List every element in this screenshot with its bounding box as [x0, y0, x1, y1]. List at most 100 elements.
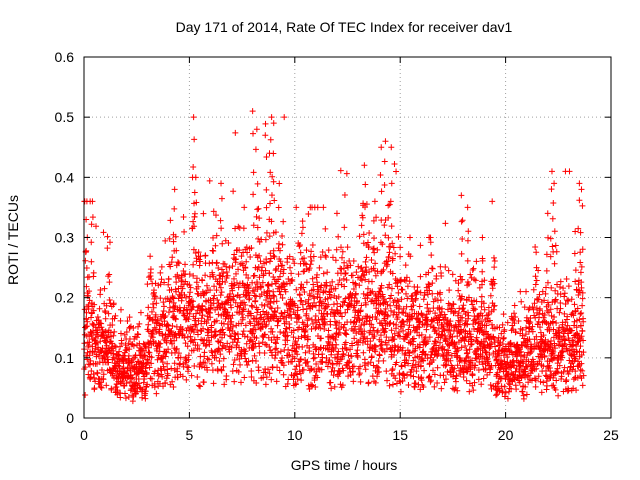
data-point [314, 374, 321, 381]
data-point [251, 322, 258, 329]
data-point [407, 253, 414, 260]
data-point [371, 267, 378, 274]
data-point [304, 322, 311, 329]
data-point [210, 380, 217, 387]
data-point [286, 351, 293, 358]
data-point [250, 169, 257, 176]
data-point [367, 359, 374, 366]
data-point [165, 309, 172, 316]
data-point [537, 378, 544, 385]
data-point [335, 293, 342, 300]
data-point [558, 373, 565, 380]
data-point [283, 325, 290, 332]
data-point [341, 283, 348, 290]
data-point [540, 332, 547, 339]
data-point [416, 332, 423, 339]
data-point [190, 218, 197, 225]
data-point [342, 269, 349, 276]
data-point [102, 309, 109, 316]
data-point [329, 278, 336, 285]
data-point [252, 252, 259, 259]
data-point [325, 247, 332, 254]
data-points [81, 108, 587, 405]
data-point [291, 260, 298, 267]
data-point [557, 278, 564, 285]
data-point [455, 280, 462, 287]
data-point [442, 220, 449, 227]
data-point [106, 279, 113, 286]
data-point [480, 375, 487, 382]
data-point [224, 272, 231, 279]
data-point [296, 292, 303, 299]
data-point [565, 297, 572, 304]
data-point [85, 361, 92, 368]
data-point [548, 284, 555, 291]
data-point [285, 352, 292, 359]
data-point [577, 311, 584, 318]
data-point [242, 322, 249, 329]
data-point [149, 334, 156, 341]
data-point [229, 323, 236, 330]
data-point [399, 377, 406, 384]
data-point [87, 357, 94, 364]
data-point [422, 341, 429, 348]
data-point [501, 326, 508, 333]
data-point [417, 273, 424, 280]
data-point [100, 229, 107, 236]
data-point [577, 249, 584, 256]
data-point [466, 388, 473, 395]
data-point [206, 177, 213, 184]
data-point [382, 232, 389, 239]
data-point [330, 372, 337, 379]
data-point [255, 205, 262, 212]
data-point [140, 379, 147, 386]
data-point [440, 353, 447, 360]
data-point [440, 323, 447, 330]
data-point [83, 309, 90, 316]
data-point [278, 359, 285, 366]
data-point [226, 348, 233, 355]
data-point [458, 218, 465, 225]
data-point [530, 361, 537, 368]
data-point [185, 364, 192, 371]
data-point [350, 319, 357, 326]
data-point [85, 342, 92, 349]
data-point [314, 283, 321, 290]
data-point [249, 338, 256, 345]
data-point [579, 202, 586, 209]
data-point [307, 261, 314, 268]
data-point [304, 358, 311, 365]
data-point [277, 329, 284, 336]
data-point [325, 327, 332, 334]
data-point [148, 360, 155, 367]
data-point [371, 342, 378, 349]
data-point [141, 352, 148, 359]
data-point [375, 364, 382, 371]
data-point [294, 371, 301, 378]
data-point [181, 291, 188, 298]
data-point [238, 379, 245, 386]
data-point [145, 339, 152, 346]
data-point [427, 239, 434, 246]
data-point [336, 319, 343, 326]
data-point [117, 343, 124, 350]
data-point [432, 295, 439, 302]
data-point [358, 302, 365, 309]
data-point [378, 341, 385, 348]
data-point [393, 321, 400, 328]
data-point [456, 367, 463, 374]
data-point [439, 305, 446, 312]
data-point [110, 347, 117, 354]
data-point [553, 319, 560, 326]
data-point [147, 276, 154, 283]
data-point [188, 372, 195, 379]
data-point [537, 350, 544, 357]
data-point [479, 312, 486, 319]
data-point [371, 198, 378, 205]
data-point [218, 195, 225, 202]
data-point [491, 280, 498, 287]
data-point [160, 363, 167, 370]
data-point [449, 333, 456, 340]
data-point [349, 368, 356, 375]
y-tick-label: 0 [66, 410, 74, 426]
